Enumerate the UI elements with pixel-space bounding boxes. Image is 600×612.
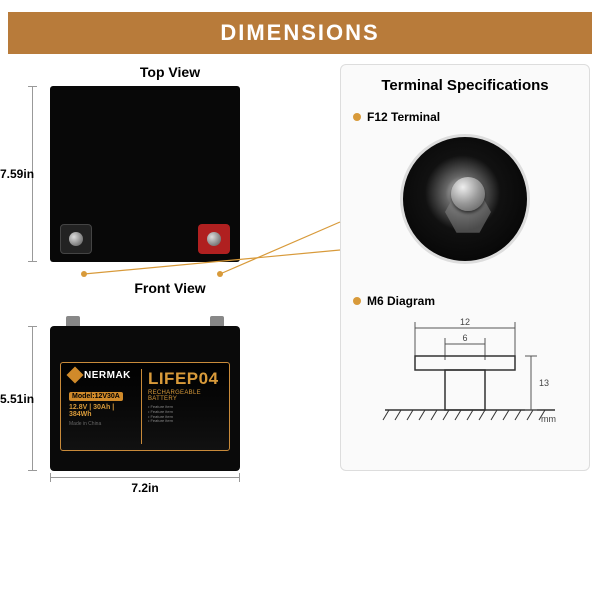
battery-top-view: [50, 86, 240, 262]
brand-row: NERMAK: [69, 369, 137, 381]
main-layout: Top View 7.59in Front View 5.51in: [0, 54, 600, 481]
front-view-label: Front View: [10, 280, 330, 296]
front-width-value: 7.2in: [131, 481, 158, 495]
negative-terminal-top: [60, 224, 92, 254]
battery-front-view: NERMAK Model:12V30A 12.8V | 30Ah | 384Wh…: [50, 326, 240, 471]
top-view-wrap: 7.59in: [10, 86, 330, 262]
front-view-wrap: 5.51in NERMAK Model:12V30A 12.8V | 30Ah …: [10, 326, 330, 471]
made-in: Made in China: [69, 421, 137, 427]
m6-label: M6 Diagram: [367, 294, 435, 308]
rechargeable-label: RECHARGEABLE BATTERY: [148, 390, 221, 402]
battery-label-panel: NERMAK Model:12V30A 12.8V | 30Ah | 384Wh…: [60, 362, 230, 451]
front-width-dimension: 7.2in: [50, 471, 240, 491]
m6-inner-width: 6: [462, 333, 467, 343]
bullet-icon: [353, 297, 361, 305]
spec-line: 12.8V | 30Ah | 384Wh: [69, 404, 137, 418]
brand-logo-icon: [67, 367, 84, 384]
front-height-value: 5.51in: [0, 392, 34, 406]
top-view-label: Top View: [10, 64, 330, 80]
front-height-dimension: 5.51in: [10, 326, 40, 471]
front-top-posts: [50, 316, 240, 326]
feature-fineprint: • Feature item• Feature item• Feature it…: [148, 405, 221, 424]
f12-terminal-row: F12 Terminal: [353, 110, 577, 124]
bullet-icon: [353, 113, 361, 121]
m6-diagram-row: M6 Diagram: [353, 294, 577, 308]
chemistry-label: LIFEP04: [148, 369, 221, 389]
terminal-spec-title: Terminal Specifications: [353, 77, 577, 94]
m6-unit: mm: [541, 414, 556, 424]
m6-diagram: 12 6: [353, 316, 577, 436]
terminal-spec-panel: Terminal Specifications F12 Terminal M6 …: [340, 64, 590, 471]
model-badge: Model:12V30A: [69, 392, 123, 401]
top-height-dimension: 7.59in: [10, 86, 40, 262]
dimensions-banner: DIMENSIONS: [8, 12, 592, 54]
f12-label: F12 Terminal: [367, 110, 440, 124]
terminal-closeup-photo: [400, 134, 530, 264]
top-height-value: 7.59in: [0, 167, 34, 181]
positive-terminal-top: [198, 224, 230, 254]
brand-name: NERMAK: [84, 370, 131, 381]
left-column: Top View 7.59in Front View 5.51in: [10, 64, 330, 471]
m6-outer-width: 12: [460, 317, 470, 327]
m6-height: 13: [539, 378, 549, 388]
